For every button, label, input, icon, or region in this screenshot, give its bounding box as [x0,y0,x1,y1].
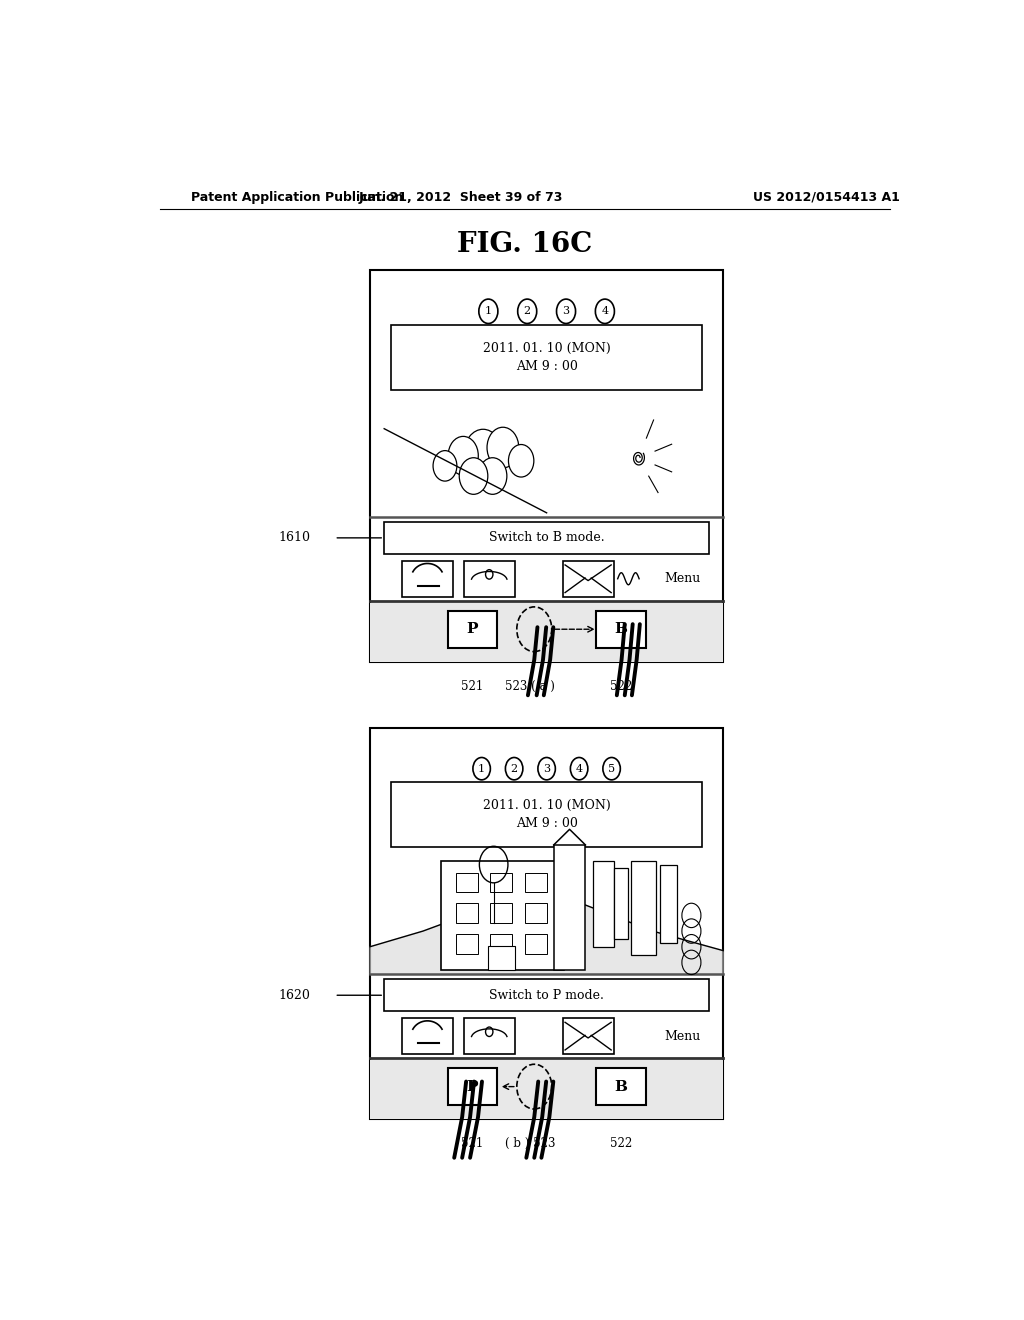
FancyBboxPatch shape [593,861,613,946]
Text: 3: 3 [543,764,550,774]
Text: 521: 521 [462,680,483,693]
FancyBboxPatch shape [464,561,515,597]
FancyBboxPatch shape [391,325,702,389]
Polygon shape [370,904,723,974]
FancyBboxPatch shape [370,603,723,661]
Text: 3: 3 [562,306,569,317]
Text: 5: 5 [608,764,615,774]
Text: Menu: Menu [665,1030,700,1043]
Text: P: P [467,1080,478,1093]
FancyBboxPatch shape [370,1060,723,1119]
Circle shape [509,445,534,477]
Text: Switch to P mode.: Switch to P mode. [489,989,604,1002]
FancyBboxPatch shape [447,611,498,648]
Text: 1: 1 [478,764,485,774]
FancyBboxPatch shape [391,783,702,847]
FancyBboxPatch shape [487,946,515,970]
FancyBboxPatch shape [524,903,547,923]
Text: 523 ( a ): 523 ( a ) [506,680,555,693]
Text: FIG. 16C: FIG. 16C [457,231,593,259]
Text: 522: 522 [609,1138,632,1150]
FancyBboxPatch shape [596,1068,645,1105]
Text: B: B [614,1080,628,1093]
FancyBboxPatch shape [490,903,512,923]
FancyBboxPatch shape [456,903,478,923]
FancyBboxPatch shape [596,611,645,648]
FancyBboxPatch shape [370,271,723,661]
Text: ( b ) 523: ( b ) 523 [505,1138,556,1150]
Text: Switch to B mode.: Switch to B mode. [488,532,604,544]
Text: Jun. 21, 2012  Sheet 39 of 73: Jun. 21, 2012 Sheet 39 of 73 [359,190,563,203]
FancyBboxPatch shape [401,561,453,597]
Text: 1620: 1620 [279,989,310,1002]
Text: 4: 4 [601,306,608,317]
Text: B: B [614,622,628,636]
Text: 2: 2 [511,764,518,774]
Text: 4: 4 [575,764,583,774]
FancyBboxPatch shape [490,873,512,892]
Text: 1610: 1610 [279,532,310,544]
Text: 2011. 01. 10 (MON)
AM 9 : 00: 2011. 01. 10 (MON) AM 9 : 00 [482,799,610,830]
Text: P: P [467,622,478,636]
FancyBboxPatch shape [440,861,564,970]
Circle shape [459,458,487,494]
FancyBboxPatch shape [447,1068,498,1105]
FancyBboxPatch shape [524,935,547,954]
FancyBboxPatch shape [456,935,478,954]
Text: US 2012/0154413 A1: US 2012/0154413 A1 [753,190,900,203]
Circle shape [487,428,519,467]
FancyBboxPatch shape [632,861,656,954]
Text: Patent Application Publication: Patent Application Publication [191,190,403,203]
FancyBboxPatch shape [524,873,547,892]
Circle shape [433,450,457,480]
FancyBboxPatch shape [613,869,628,939]
Text: 2: 2 [523,306,530,317]
FancyBboxPatch shape [562,1018,613,1055]
FancyBboxPatch shape [370,727,723,1119]
FancyBboxPatch shape [384,521,709,554]
Circle shape [464,429,502,478]
FancyBboxPatch shape [456,873,478,892]
FancyBboxPatch shape [384,979,709,1011]
Text: 1: 1 [484,306,492,317]
FancyBboxPatch shape [562,561,613,597]
Text: 2011. 01. 10 (MON)
AM 9 : 00: 2011. 01. 10 (MON) AM 9 : 00 [482,342,610,372]
Circle shape [449,437,478,475]
FancyBboxPatch shape [401,1018,453,1055]
FancyBboxPatch shape [490,935,512,954]
FancyBboxPatch shape [464,1018,515,1055]
FancyBboxPatch shape [659,865,677,942]
FancyBboxPatch shape [554,845,586,970]
Text: Menu: Menu [665,573,700,585]
Text: 522: 522 [609,680,632,693]
Circle shape [478,458,507,494]
Text: 521: 521 [462,1138,483,1150]
